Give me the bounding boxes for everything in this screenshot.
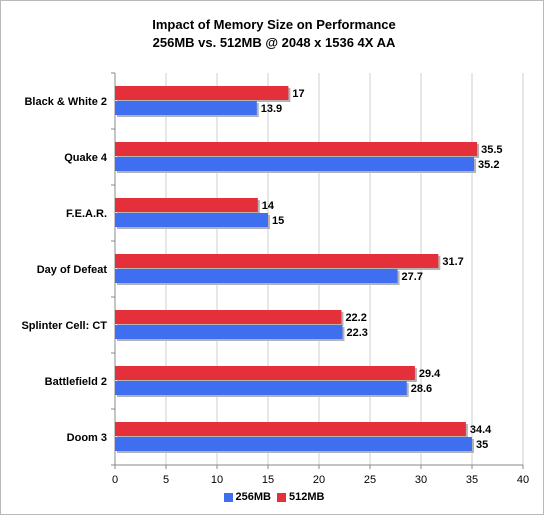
- category-label: Black & White 2: [24, 96, 107, 108]
- category-label: F.E.A.R.: [66, 208, 107, 220]
- bar-512mb: [115, 254, 439, 268]
- data-label-512mb: 31.7: [442, 256, 463, 268]
- x-tick-label: 30: [415, 474, 427, 486]
- data-label-256mb: 15: [272, 215, 284, 227]
- data-label-256mb: 27.7: [402, 271, 423, 283]
- bar-512mb: [115, 142, 478, 156]
- legend-label-256mb: 256MB: [235, 491, 271, 503]
- legend-item-512mb: 512MB: [277, 491, 324, 503]
- chart-title: Impact of Memory Size on Performance: [152, 17, 396, 32]
- x-tick-label: 20: [313, 474, 325, 486]
- x-tick-label: 25: [364, 474, 376, 486]
- data-label-256mb: 28.6: [411, 383, 432, 395]
- data-label-512mb: 22.2: [345, 312, 366, 324]
- x-tick-label: 15: [262, 474, 274, 486]
- legend-swatch-512mb: [277, 492, 286, 502]
- category-label: Splinter Cell: CT: [21, 320, 107, 332]
- category-label: Quake 4: [64, 152, 108, 164]
- legend-label-512mb: 512MB: [289, 491, 325, 503]
- bar-256mb: [115, 325, 343, 339]
- legend-swatch-256mb: [223, 492, 233, 502]
- data-label-256mb: 22.3: [346, 327, 367, 339]
- data-label-256mb: 35: [476, 439, 488, 451]
- bar-512mb: [115, 366, 415, 380]
- bar-512mb: [115, 86, 289, 100]
- data-label-512mb: 34.4: [470, 424, 492, 436]
- x-tick-label: 40: [517, 474, 529, 486]
- legend: 256MB 512MB: [1, 491, 546, 503]
- bar-256mb: [115, 157, 475, 171]
- data-label-256mb: 35.2: [478, 159, 499, 171]
- x-tick-label: 10: [211, 474, 223, 486]
- bar-512mb: [115, 198, 258, 212]
- chart-subtitle: 256MB vs. 512MB @ 2048 x 1536 4X AA: [152, 35, 396, 50]
- x-tick-label: 0: [112, 474, 118, 486]
- x-tick-label: 5: [163, 474, 169, 486]
- bar-256mb: [115, 437, 472, 451]
- data-label-512mb: 17: [292, 88, 304, 100]
- data-label-512mb: 14: [262, 200, 275, 212]
- data-label-512mb: 29.4: [419, 368, 441, 380]
- bar-512mb: [115, 422, 466, 436]
- category-label: Day of Defeat: [37, 264, 108, 276]
- bar-256mb: [115, 381, 407, 395]
- legend-item-256mb: 256MB: [223, 491, 271, 503]
- category-label: Battlefield 2: [45, 376, 107, 388]
- bar-512mb: [115, 310, 342, 324]
- category-label: Doom 3: [67, 432, 107, 444]
- bar-256mb: [115, 269, 398, 283]
- data-label-512mb: 35.5: [481, 144, 502, 156]
- x-tick-label: 35: [466, 474, 478, 486]
- bar-256mb: [115, 101, 257, 115]
- data-label-256mb: 13.9: [261, 103, 282, 115]
- bar-256mb: [115, 213, 268, 227]
